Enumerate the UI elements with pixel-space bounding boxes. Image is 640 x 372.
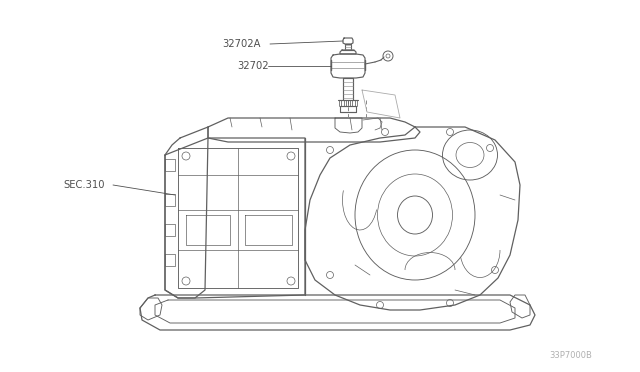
Polygon shape [331,54,365,78]
Polygon shape [208,118,420,142]
Text: SEC.310: SEC.310 [63,180,104,190]
Polygon shape [165,138,305,298]
Text: 32702: 32702 [237,61,269,71]
Polygon shape [305,127,520,310]
Text: 32702A: 32702A [222,39,260,49]
Polygon shape [165,127,208,298]
Polygon shape [140,295,535,330]
Polygon shape [343,38,353,44]
Text: 33P7000B: 33P7000B [549,352,592,360]
Polygon shape [340,50,356,54]
